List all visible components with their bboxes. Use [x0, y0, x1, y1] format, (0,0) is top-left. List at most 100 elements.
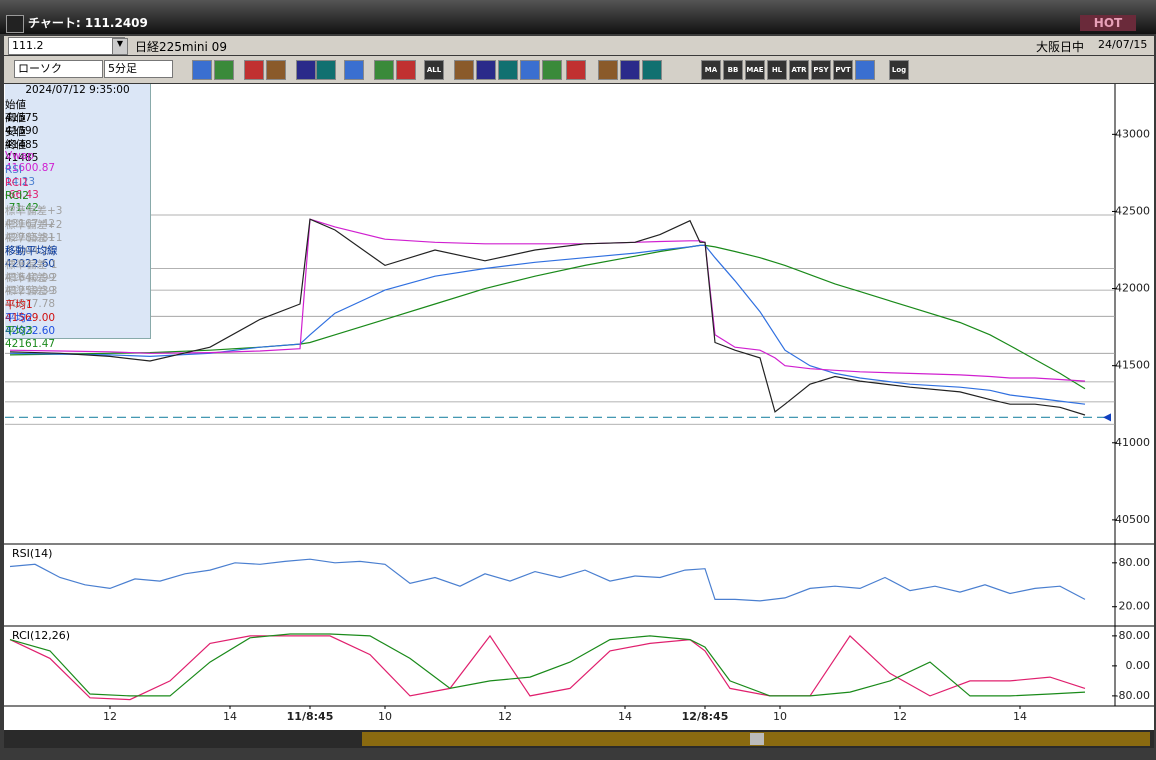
- x-tick-label: 14: [1013, 710, 1027, 723]
- x-tick-label: 12: [103, 710, 117, 723]
- y-tick-label: 42000: [1115, 282, 1150, 295]
- info-label: 安値: [5, 125, 26, 138]
- info-row: 標準偏差-1 41640.99: [5, 257, 150, 284]
- info-value: 41259.39: [5, 284, 56, 297]
- info-label: RCI2: [5, 190, 29, 203]
- info-datetime: 2024/07/12 9:35:00: [25, 84, 130, 96]
- tool-icon[interactable]: [244, 60, 264, 80]
- x-tick-label: 10: [773, 710, 787, 723]
- info-row: 安値 41485: [5, 124, 150, 151]
- y-tick-label: 0.00: [1126, 659, 1151, 672]
- info-label: Vwap: [5, 150, 34, 163]
- x-tick-label: 12: [893, 710, 907, 723]
- chart-kind-select[interactable]: ローソク: [14, 60, 103, 78]
- tool-button[interactable]: PVT: [833, 60, 853, 80]
- y-tick-label: 41500: [1115, 359, 1150, 372]
- info-row: 移動平均線 42022.60: [5, 243, 150, 270]
- toolbar-top: 111.2 ▼ 日経225mini 09 大阪日中 24/07/15: [4, 36, 1154, 55]
- tool-button[interactable]: BB: [723, 60, 743, 80]
- x-tick-label: 10: [378, 710, 392, 723]
- tool-icon[interactable]: [566, 60, 586, 80]
- info-value: 41485: [5, 138, 39, 151]
- info-label: 標準偏差+2: [5, 218, 63, 231]
- tool-icon[interactable]: [192, 60, 212, 80]
- code-input[interactable]: 111.2: [8, 37, 125, 55]
- x-tick-label: 14: [223, 710, 237, 723]
- y-tick-label: 20.00: [1119, 600, 1151, 613]
- chart-background: [4, 84, 1154, 730]
- app-icon: [6, 15, 24, 33]
- tool-icon[interactable]: [620, 60, 640, 80]
- tool-icon[interactable]: [520, 60, 540, 80]
- session: 大阪日中: [1036, 40, 1085, 54]
- y-tick-label: 41000: [1115, 436, 1150, 449]
- info-value: 42022.60: [5, 258, 56, 271]
- tool-button[interactable]: PSY: [811, 60, 831, 80]
- info-row: 標準偏差-2 41259.39: [5, 270, 150, 297]
- info-row: Vwap 41600.87: [5, 150, 150, 174]
- tool-icon[interactable]: [214, 60, 234, 80]
- info-label: RSI: [5, 163, 23, 176]
- tool-icon[interactable]: [542, 60, 562, 80]
- window-title: チャート: 111.2409: [28, 16, 148, 30]
- tool-icon[interactable]: [454, 60, 474, 80]
- tool-icon[interactable]: [374, 60, 394, 80]
- info-value: 41590: [5, 125, 39, 138]
- tool-button[interactable]: MAE: [745, 60, 765, 80]
- info-panel: 2024/07/12 9:35:00 始値 41575 高値 41590 安値 41485…: [5, 84, 151, 350]
- tool-button[interactable]: MA: [701, 60, 721, 80]
- series-line: [9, 218, 1086, 416]
- x-tick-label: 12/8:45: [682, 710, 729, 723]
- tool-icon[interactable]: [344, 60, 364, 80]
- info-label: 標準偏差+1: [5, 232, 63, 244]
- series-line: [9, 244, 1086, 405]
- tool-icon[interactable]: [855, 60, 875, 80]
- tool-button[interactable]: Log: [889, 60, 909, 80]
- tool-icon[interactable]: [396, 60, 416, 80]
- series-line: [9, 218, 1086, 382]
- info-label: 移動平均線: [5, 245, 58, 258]
- hot-button[interactable]: HOT: [1080, 15, 1136, 31]
- tool-icon[interactable]: [642, 60, 662, 80]
- y-tick-label: 43000: [1115, 127, 1150, 140]
- date: 24/07/15: [1098, 38, 1148, 51]
- panel-title: RSI(14): [12, 547, 52, 560]
- info-value: 43167.42: [5, 218, 56, 231]
- y-tick-label: 40500: [1115, 513, 1150, 526]
- tool-icon[interactable]: [498, 60, 518, 80]
- tool-icon[interactable]: [296, 60, 316, 80]
- y-tick-label: 42500: [1115, 204, 1150, 217]
- info-row: 平均2 42022.60: [5, 310, 150, 337]
- x-tick-label: 11/8:45: [287, 710, 334, 723]
- info-label: 標準偏差-2: [5, 271, 58, 284]
- y-tick-label: -80.00: [1115, 689, 1150, 702]
- tool-icon[interactable]: [598, 60, 618, 80]
- info-value: -66.43: [5, 188, 39, 201]
- info-label: 標準偏差+3: [5, 205, 63, 218]
- info-value: 41485: [5, 151, 39, 164]
- info-row: RCI2 -71.42: [5, 190, 150, 214]
- info-value: 42404.21: [5, 245, 56, 257]
- tool-icon[interactable]: [316, 60, 336, 80]
- series-line: [9, 634, 1086, 701]
- dropdown-arrow[interactable]: ▼: [112, 38, 128, 55]
- tool-button[interactable]: HL: [767, 60, 787, 80]
- x-tick-label: 14: [618, 710, 632, 723]
- tool-button[interactable]: ATR: [789, 60, 809, 80]
- info-value: 14.23: [5, 175, 36, 188]
- info-row: RSI 14.23: [5, 163, 150, 188]
- tool-icon[interactable]: [266, 60, 286, 80]
- tool-icon[interactable]: [476, 60, 496, 80]
- series-line: [9, 633, 1086, 697]
- tool-button[interactable]: ALL: [424, 60, 444, 80]
- info-value: 41600.87: [5, 162, 56, 175]
- info-row: 平均1 41569.00: [5, 297, 150, 324]
- interval-select[interactable]: 5分足: [104, 60, 173, 78]
- info-label: 高値: [5, 112, 26, 125]
- info-value: -71.42: [5, 202, 39, 215]
- info-label: 標準偏差-1: [5, 258, 58, 271]
- info-value: 41569.00: [5, 311, 56, 324]
- info-row: 始値 41575: [5, 97, 150, 124]
- info-value: 41575: [5, 112, 39, 124]
